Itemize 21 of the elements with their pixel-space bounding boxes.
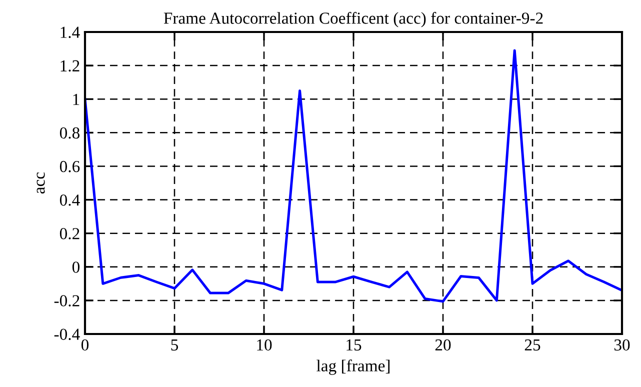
x-tick-label: 20 xyxy=(435,339,451,351)
x-tick-label: 10 xyxy=(257,339,272,351)
x-tick-label: 30 xyxy=(614,339,630,351)
y-tick-label: -0.4 xyxy=(54,328,80,340)
x-tick-label: 15 xyxy=(346,339,362,351)
line-series xyxy=(85,49,622,303)
x-tick-label: 25 xyxy=(524,339,540,351)
y-tick-label: 1.4 xyxy=(60,26,80,38)
x-axis-title: lag [frame] xyxy=(316,360,390,375)
y-axis-title: acc xyxy=(36,172,45,194)
x-tick-label: 0 xyxy=(81,339,89,351)
y-tick-label: 0.2 xyxy=(60,228,80,240)
y-tick-label: 0.4 xyxy=(60,194,80,206)
y-tick-label: 0.6 xyxy=(60,160,80,172)
y-tick-label: 0.8 xyxy=(60,127,80,139)
y-tick-label: 1 xyxy=(73,94,80,105)
x-tick-label: 5 xyxy=(171,340,178,351)
chart-title: Frame Autocorrelation Coefficent (acc) for container-9-2 xyxy=(164,12,543,28)
y-tick-label: -0.2 xyxy=(54,295,80,306)
y-tick-label: 0 xyxy=(72,262,80,273)
y-tick-label: 1.2 xyxy=(60,60,80,72)
